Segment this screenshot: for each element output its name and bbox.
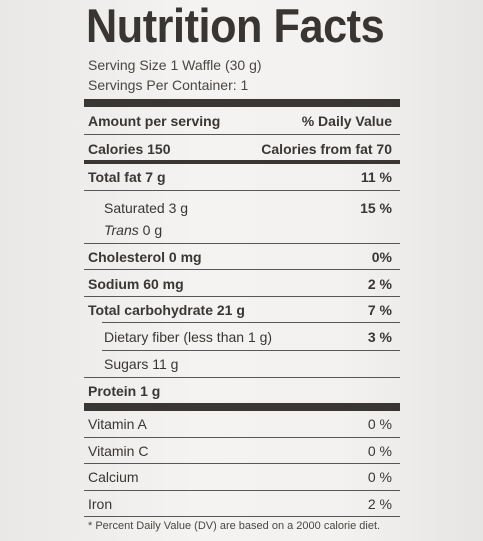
nutrition-facts-panel: Nutrition Facts Serving Size 1 Waffle (3… <box>84 0 400 541</box>
dietary-fiber-dv: 3 % <box>367 329 392 345</box>
label-title: Nutrition Facts <box>86 0 385 52</box>
row-divider <box>84 490 400 491</box>
cholesterol-dv: 0% <box>371 249 392 265</box>
calories-label: Calories 150 <box>88 141 171 157</box>
row-divider <box>102 350 400 351</box>
iron-label: Iron <box>88 496 113 512</box>
trans-italic: Trans <box>104 222 139 238</box>
sodium-dv: 2 % <box>367 276 392 292</box>
calcium-dv: 0 % <box>367 469 392 485</box>
vitamin-c-label: Vitamin C <box>88 443 149 459</box>
row-divider <box>84 437 400 438</box>
vitamin-a-label: Vitamin A <box>88 416 147 432</box>
servings-per-container: Servings Per Container: 1 <box>88 77 249 93</box>
row-divider <box>84 190 400 191</box>
row-divider <box>84 243 400 244</box>
row-divider <box>102 322 400 323</box>
vitamin-c-dv: 0 % <box>367 443 392 459</box>
thick-divider <box>84 403 400 411</box>
trans-fat-label: Trans 0 g <box>104 222 162 238</box>
daily-value-header: % Daily Value <box>301 113 392 129</box>
saturated-fat-label: Saturated 3 g <box>104 200 189 216</box>
total-fat-dv: 11 % <box>360 169 392 185</box>
total-carbohydrate-dv: 7 % <box>367 302 392 318</box>
iron-dv: 2 % <box>367 496 392 512</box>
sugars-label: Sugars 11 g <box>104 356 179 372</box>
protein-label: Protein 1 g <box>88 383 161 399</box>
row-divider <box>84 516 400 517</box>
total-carbohydrate-label: Total carbohydrate 21 g <box>88 302 245 318</box>
calcium-label: Calcium <box>88 469 139 485</box>
total-fat-label: Total fat 7 g <box>88 169 166 185</box>
row-divider <box>84 269 400 270</box>
vitamin-a-dv: 0 % <box>367 416 392 432</box>
daily-value-footnote: * Percent Daily Value (DV) are based on … <box>88 520 381 532</box>
calories-from-fat: Calories from fat 70 <box>261 141 392 157</box>
row-divider <box>84 296 400 297</box>
cholesterol-label: Cholesterol 0 mg <box>88 249 202 265</box>
row-divider <box>84 377 400 378</box>
saturated-fat-dv: 15 % <box>360 200 392 216</box>
row-divider <box>84 134 400 135</box>
medium-divider <box>84 160 400 164</box>
dietary-fiber-label: Dietary fiber (less than 1 g) <box>104 329 273 345</box>
thick-divider <box>84 99 400 107</box>
amount-per-serving: Amount per serving <box>88 113 221 129</box>
sodium-label: Sodium 60 mg <box>88 276 184 292</box>
trans-amount: 0 g <box>138 222 163 238</box>
serving-size: Serving Size 1 Waffle (30 g) <box>88 57 262 73</box>
row-divider <box>84 463 400 464</box>
